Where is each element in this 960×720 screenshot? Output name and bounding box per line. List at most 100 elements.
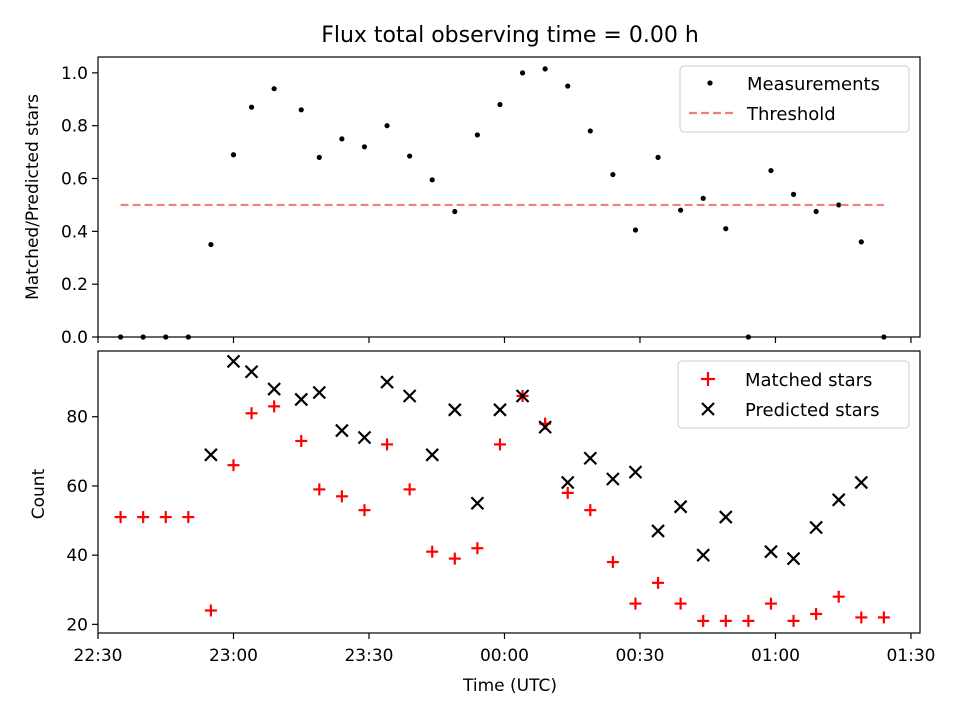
measurement-point xyxy=(858,239,864,245)
bottom-x-tick-label: 01:00 xyxy=(751,646,800,666)
measurement-point xyxy=(678,207,684,213)
matched-star-point xyxy=(764,597,777,610)
bottom-plot-frame xyxy=(97,350,921,634)
measurement-point xyxy=(790,191,797,197)
bottom-legend: Matched stars Predicted stars xyxy=(677,360,910,429)
matched-star-point xyxy=(629,597,642,610)
measurement-point xyxy=(361,144,368,150)
legend-matched-label: Matched stars xyxy=(745,370,872,391)
matched-star-point xyxy=(855,611,868,624)
legend-matched-marker xyxy=(701,372,715,386)
measurement-point xyxy=(587,128,593,134)
bottom-y-axis-label: Count xyxy=(29,468,49,519)
matched-star-point xyxy=(742,614,755,627)
matched-star-point xyxy=(584,504,597,517)
measurement-point xyxy=(745,334,751,340)
measurement-point xyxy=(519,70,526,76)
bottom-y-tick-label: 60 xyxy=(66,477,88,497)
measurement-point xyxy=(565,83,571,89)
bottom-x-tick-label: 00:30 xyxy=(615,646,664,666)
measurement-point xyxy=(248,104,255,110)
matched-star-point xyxy=(719,614,732,627)
measurement-point xyxy=(836,202,842,208)
measurement-point xyxy=(163,334,169,340)
legend-predicted-label: Predicted stars xyxy=(745,400,879,421)
top-y-tick-label: 0.6 xyxy=(61,170,88,190)
matched-star-point xyxy=(159,511,172,524)
measurement-point xyxy=(339,136,345,142)
predicted-star-point xyxy=(448,403,462,417)
matched-star-point xyxy=(204,604,217,617)
top-panel: 0.0 0.2 0.4 0.6 0.8 1.0 Matched/Predicted sta… xyxy=(23,56,921,348)
measurement-point xyxy=(723,226,729,232)
bottom-x-tick-label: 01:30 xyxy=(886,646,935,666)
top-legend-box xyxy=(679,65,910,133)
bottom-y-tick-label: 80 xyxy=(66,408,88,428)
measurement-point xyxy=(384,123,390,129)
matched-star-point xyxy=(606,556,619,569)
measurement-point xyxy=(271,86,277,92)
top-y-tick-label: 0.8 xyxy=(61,117,88,137)
predicted-star-point xyxy=(380,375,394,389)
predicted-star-point xyxy=(831,493,846,507)
predicted-star-point xyxy=(470,496,485,511)
predicted-star-point xyxy=(673,499,688,514)
top-y-axis-label: Matched/Predicted stars xyxy=(23,94,43,300)
predicted-star-point xyxy=(809,520,823,535)
top-y-axis: 0.0 0.2 0.4 0.6 0.8 1.0 xyxy=(61,64,98,348)
measurement-point xyxy=(700,195,706,201)
measurement-point xyxy=(452,208,458,215)
predicted-star-point xyxy=(651,524,665,538)
measurement-point xyxy=(881,334,887,340)
bottom-x-axis: 22:30 23:00 23:30 00:00 00:30 01:00 01:30 xyxy=(74,633,935,666)
legend-predicted-marker xyxy=(701,402,715,416)
matched-star-point xyxy=(268,400,281,413)
matched-star-point xyxy=(493,438,506,451)
measurement-point xyxy=(813,208,819,215)
matched-star-point xyxy=(358,504,371,517)
predicted-star-point xyxy=(204,448,218,462)
predicted-star-point xyxy=(335,423,349,438)
matched-star-point xyxy=(137,511,150,524)
top-y-tick-label: 0.4 xyxy=(61,222,88,242)
bottom-y-tick-label: 20 xyxy=(66,615,88,635)
top-x-axis-ticks xyxy=(97,337,912,343)
matched-star-point xyxy=(652,576,665,589)
predicted-star-point xyxy=(786,551,801,566)
matched-star-point xyxy=(832,590,845,603)
predicted-star-point xyxy=(606,472,620,486)
predicted-star-point xyxy=(583,451,598,466)
bottom-x-tick-label: 23:00 xyxy=(209,646,258,666)
measurement-point xyxy=(298,107,304,113)
bottom-x-tick-label: 22:30 xyxy=(74,646,123,666)
top-series xyxy=(117,66,887,340)
measurement-point xyxy=(542,66,548,72)
matched-star-point xyxy=(182,511,195,524)
bottom-series xyxy=(114,354,890,627)
top-plot-frame xyxy=(97,56,921,338)
measurement-point xyxy=(117,334,124,340)
measurement-point xyxy=(407,153,413,159)
matched-star-point xyxy=(877,611,890,624)
measurement-point xyxy=(610,171,616,178)
matched-star-point xyxy=(674,597,687,610)
predicted-star-point xyxy=(493,403,507,417)
legend-threshold-label: Threshold xyxy=(746,104,836,125)
predicted-star-point xyxy=(719,510,733,524)
matched-star-point xyxy=(426,545,439,558)
matched-star-point xyxy=(810,607,823,620)
predicted-star-point xyxy=(294,392,309,407)
matched-star-point xyxy=(697,614,710,627)
measurement-point xyxy=(768,167,774,174)
predicted-star-point xyxy=(226,354,241,369)
bottom-y-tick-label: 40 xyxy=(66,546,88,566)
measurement-point xyxy=(429,177,435,183)
chart-title: Flux total observing time = 0.00 h xyxy=(321,23,699,48)
x-axis-label: Time (UTC) xyxy=(462,676,557,696)
predicted-star-point xyxy=(854,475,869,490)
top-legend: Measurements Threshold xyxy=(679,65,910,133)
predicted-star-point xyxy=(425,448,439,462)
legend-measurements-marker xyxy=(707,80,713,86)
measurement-point xyxy=(632,227,639,233)
